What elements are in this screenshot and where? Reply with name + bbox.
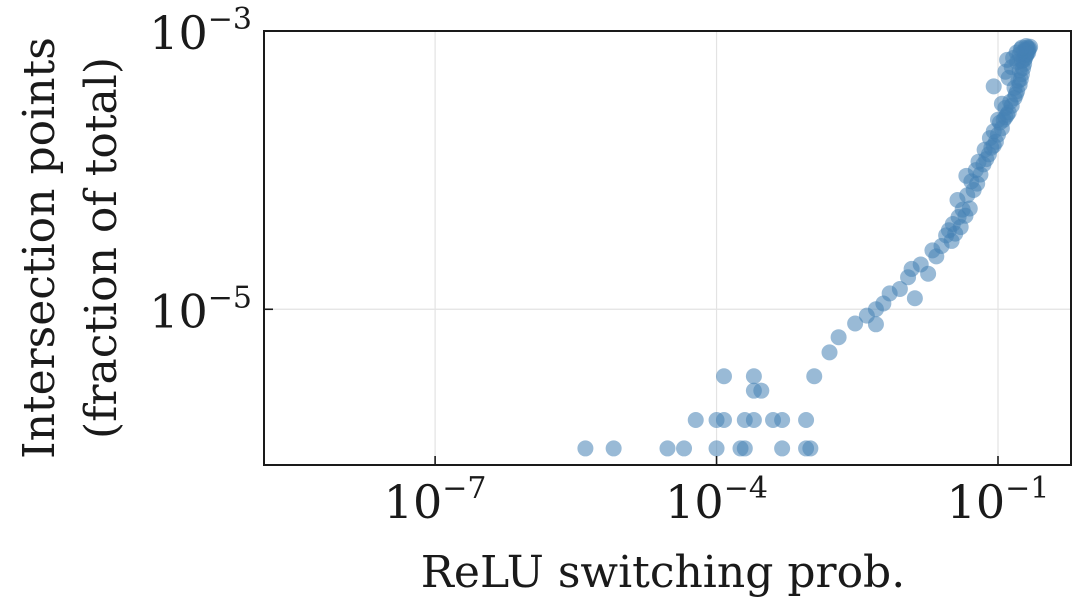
x-tick-label: 10−1 bbox=[947, 471, 1050, 529]
scatter-point bbox=[736, 440, 753, 457]
scatter-point bbox=[1018, 38, 1035, 55]
scatter-point bbox=[993, 95, 1010, 112]
scatter-point bbox=[659, 440, 676, 457]
scatter-point bbox=[830, 329, 847, 346]
scatter-point bbox=[802, 440, 819, 457]
y-tick-label: 10−5 bbox=[149, 280, 252, 338]
scatter-point bbox=[753, 382, 770, 399]
scatter-point bbox=[906, 290, 923, 307]
scatter-point bbox=[745, 412, 762, 429]
scatter-point bbox=[806, 368, 823, 385]
y-axis-label-line-1: Intersection points bbox=[14, 37, 65, 459]
x-tick-label: 10−7 bbox=[384, 471, 487, 529]
scatter-point bbox=[774, 440, 791, 457]
scatter-point bbox=[715, 412, 732, 429]
scatter-point bbox=[891, 280, 908, 297]
scatter-point bbox=[961, 200, 978, 217]
scatter-point bbox=[867, 316, 884, 333]
scatter-point bbox=[676, 440, 693, 457]
scatter-point bbox=[708, 440, 725, 457]
scatter-point bbox=[577, 440, 594, 457]
scatter-point bbox=[745, 368, 762, 385]
x-tick-label: 10−4 bbox=[665, 471, 768, 529]
scatter-point bbox=[821, 344, 838, 361]
scatter-point bbox=[687, 412, 704, 429]
scatter-point bbox=[774, 412, 791, 429]
y-axis-label-line-2: (fraction of total) bbox=[76, 57, 127, 439]
scatter-point bbox=[605, 440, 622, 457]
scatter-point bbox=[847, 315, 864, 332]
y-tick-label: 10−3 bbox=[149, 2, 252, 60]
x-axis-label: ReLU switching prob. bbox=[421, 547, 905, 598]
scatter-point bbox=[985, 78, 1002, 95]
scatter-points bbox=[577, 38, 1039, 457]
scatter-point bbox=[920, 265, 937, 282]
scatter-point bbox=[798, 412, 815, 429]
plot-frame bbox=[263, 30, 1072, 466]
axis-ticks: 10−7 10−4 10−1 10−5 10−3 bbox=[149, 2, 1049, 529]
scatter-point bbox=[903, 260, 920, 277]
scatter-point bbox=[715, 368, 732, 385]
scatter-point bbox=[867, 301, 884, 318]
